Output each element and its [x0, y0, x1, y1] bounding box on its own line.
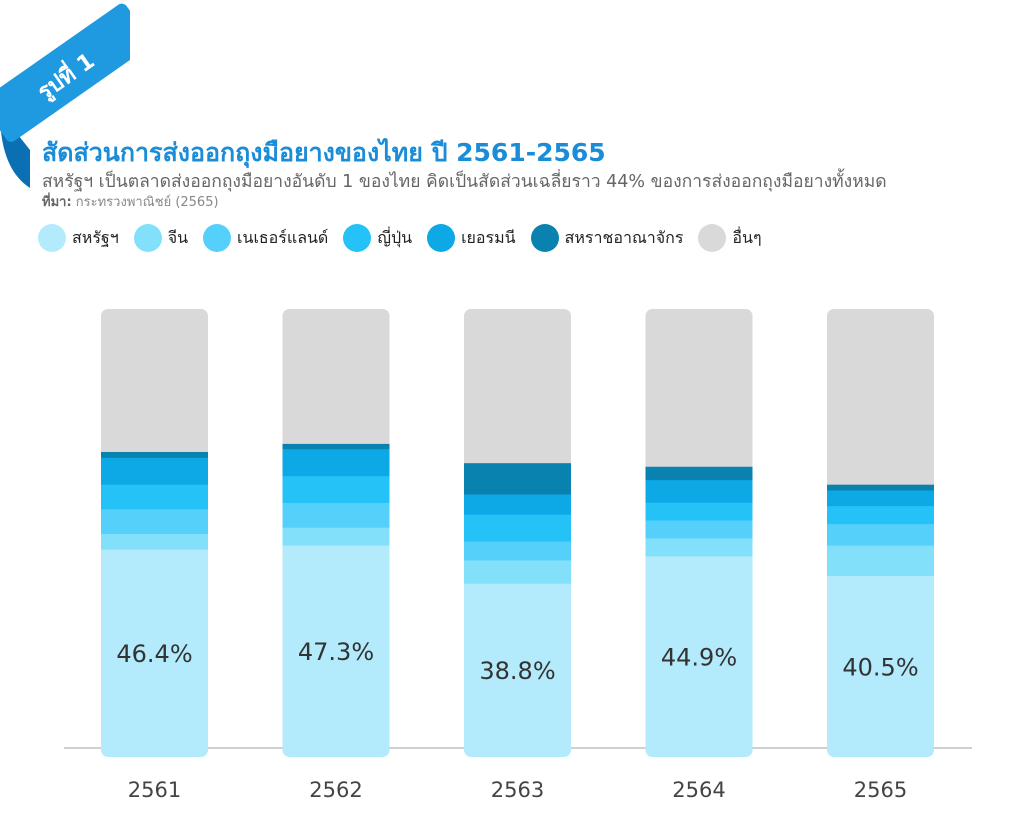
bar-group-2561 — [101, 309, 208, 757]
bar-segment — [464, 541, 571, 561]
legend: สหรัฐฯ จีน เนเธอร์แลนด์ ญี่ปุ่น เยอรมนี สหราช… — [38, 224, 777, 252]
bar-segment — [645, 537, 753, 557]
bar-segment — [827, 505, 934, 525]
legend-item: จีน — [133, 224, 189, 252]
bar-segment — [827, 523, 934, 546]
legend-label: สหรัฐฯ — [72, 227, 119, 247]
bar-segment — [101, 549, 208, 757]
bar-segment — [282, 443, 390, 450]
bar-segment — [827, 309, 934, 485]
legend-item: เยอรมนี — [427, 224, 516, 252]
bar-segment — [645, 502, 753, 521]
bar-segment — [282, 448, 390, 477]
chart-subtitle: สหรัฐฯ เป็นตลาดส่งออกถุงมือยางอันดับ 1 ข… — [42, 172, 887, 192]
data-label: 40.5% — [842, 653, 918, 681]
legend-item: ญี่ปุ่น — [343, 224, 412, 252]
legend-item: เนเธอร์แลนด์ — [203, 224, 328, 252]
legend-label: อื่นๆ — [732, 227, 762, 247]
bar-segment — [101, 457, 208, 485]
bar-segment — [101, 533, 208, 550]
data-label: 38.8% — [479, 657, 555, 685]
header: สัดส่วนการส่งออกถุงมือยางของไทย ปี 2561-… — [42, 138, 1007, 211]
bar-segment — [282, 309, 390, 444]
bar-segment — [282, 475, 390, 504]
bar-group-2564 — [645, 309, 753, 757]
chart-title: สัดส่วนการส่งออกถุงมือยางของไทย ปี 2561-… — [42, 138, 606, 167]
x-tick-label: 2565 — [854, 778, 907, 802]
legend-label: เยอรมนี — [461, 227, 516, 247]
figure-badge: รูปที่ 1 — [0, 3, 130, 188]
bar-segment — [282, 545, 390, 757]
bar-segment — [645, 309, 753, 467]
source-note: ที่มา: กระทรวงพาณิชย์ (2565) — [42, 194, 1007, 211]
legend-swatch — [698, 224, 727, 252]
bar-segment — [101, 508, 208, 534]
legend-label: สหราชอาณาจักร — [564, 227, 684, 247]
bar-segment — [464, 462, 571, 495]
bar-segment — [101, 484, 208, 510]
legend-label: ญี่ปุ่น — [377, 227, 413, 247]
legend-label: เนเธอร์แลนด์ — [237, 227, 329, 247]
bar-segment — [645, 555, 753, 757]
legend-swatch — [133, 224, 162, 252]
bar-segment — [101, 451, 208, 458]
bar-segment — [464, 559, 571, 584]
bar-segment — [464, 514, 571, 542]
bar-segment — [827, 484, 934, 491]
legend-swatch — [38, 224, 66, 252]
x-tick-label: 2562 — [309, 778, 362, 802]
bar-segment — [645, 479, 753, 503]
source-text: กระทรวงพาณิชย์ (2565) — [75, 195, 219, 210]
x-tick-label: 2561 — [128, 778, 181, 802]
bar-segment — [282, 527, 390, 546]
legend-item: อื่นๆ — [698, 224, 762, 252]
bar-segment — [827, 575, 934, 757]
bar-segment — [827, 489, 934, 507]
data-label: 46.4% — [116, 640, 192, 668]
bar-group-2562 — [282, 309, 390, 757]
bar-segment — [101, 309, 208, 452]
legend-swatch — [343, 224, 372, 252]
x-tick-label: 2564 — [672, 778, 725, 802]
bar-group-2563 — [464, 309, 571, 757]
bar-segment — [464, 494, 571, 515]
data-label: 44.9% — [661, 643, 737, 671]
x-tick-label: 2563 — [491, 778, 544, 802]
legend-label: จีน — [167, 227, 189, 247]
bar-segment — [827, 545, 934, 577]
legend-item: สหรัฐฯ — [38, 224, 119, 252]
bar-segment — [282, 502, 390, 528]
bar-group-2565 — [827, 309, 934, 757]
ribbon-band — [0, 3, 130, 142]
legend-swatch — [203, 224, 232, 252]
legend-swatch — [530, 224, 559, 252]
bar-segment — [645, 520, 753, 539]
bar-segment — [464, 583, 571, 757]
legend-item: สหราชอาณาจักร — [530, 224, 684, 252]
data-label: 47.3% — [298, 638, 374, 666]
bar-segment — [464, 309, 571, 464]
source-label: ที่มา: — [42, 195, 72, 210]
bar-segment — [645, 466, 753, 481]
legend-swatch — [427, 224, 456, 252]
